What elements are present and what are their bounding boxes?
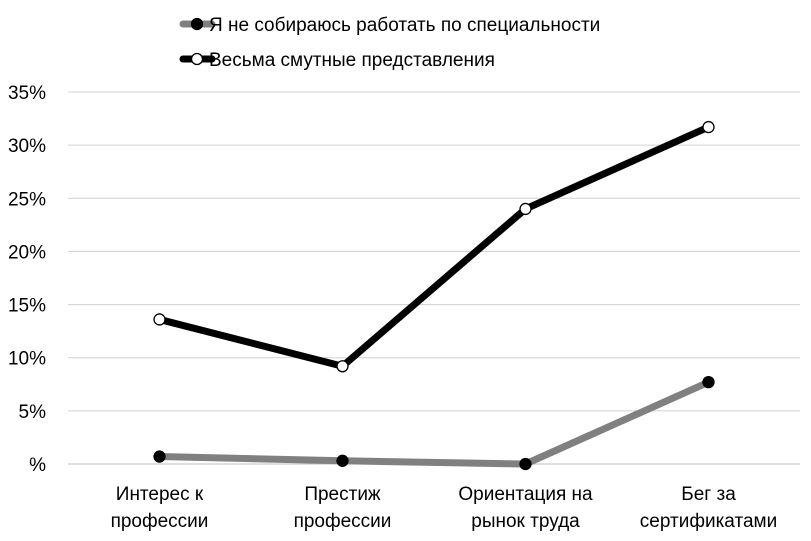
y-tick-label: 10% bbox=[8, 349, 46, 370]
legend-swatch-marker bbox=[190, 52, 204, 66]
data-point bbox=[153, 450, 166, 463]
data-point bbox=[336, 360, 349, 373]
y-tick-label: 20% bbox=[8, 242, 46, 263]
data-point bbox=[519, 202, 532, 216]
grid-lines bbox=[68, 91, 800, 465]
series-lines bbox=[153, 120, 715, 471]
y-tick-label: 25% bbox=[8, 189, 46, 210]
legend-swatch-marker bbox=[190, 17, 204, 31]
x-category-label: Ориентация на рынок труда bbox=[458, 484, 593, 532]
y-tick-label: % bbox=[29, 455, 46, 476]
x-category-label: Бег за сертификатами bbox=[640, 484, 777, 532]
y-tick-label: 30% bbox=[8, 136, 46, 157]
y-tick-label: 5% bbox=[19, 402, 47, 423]
data-point bbox=[519, 457, 532, 471]
x-category-label: Интерес к профессии bbox=[111, 484, 209, 532]
y-axis-ticks: 35% 30% 25% 20% 15% 10% 5%% bbox=[8, 83, 46, 476]
x-category-label: Престиж профессии bbox=[294, 484, 392, 532]
data-point bbox=[153, 313, 166, 326]
y-tick-label: 15% bbox=[8, 296, 46, 317]
series-line-2 bbox=[156, 123, 712, 370]
legend: Я не собираюсь работать по специальности… bbox=[179, 15, 600, 71]
series-line-1 bbox=[156, 378, 712, 468]
data-point bbox=[702, 120, 715, 134]
legend-label: Я не собираюсь работать по специальности bbox=[209, 15, 600, 36]
legend-label: Весьма смутные представления bbox=[209, 50, 495, 71]
x-axis-categories: Интерес к профессии Престиж профессии Ориент… bbox=[111, 484, 778, 532]
data-point bbox=[336, 454, 349, 467]
data-point bbox=[702, 376, 715, 389]
y-tick-label: 35% bbox=[8, 83, 46, 104]
